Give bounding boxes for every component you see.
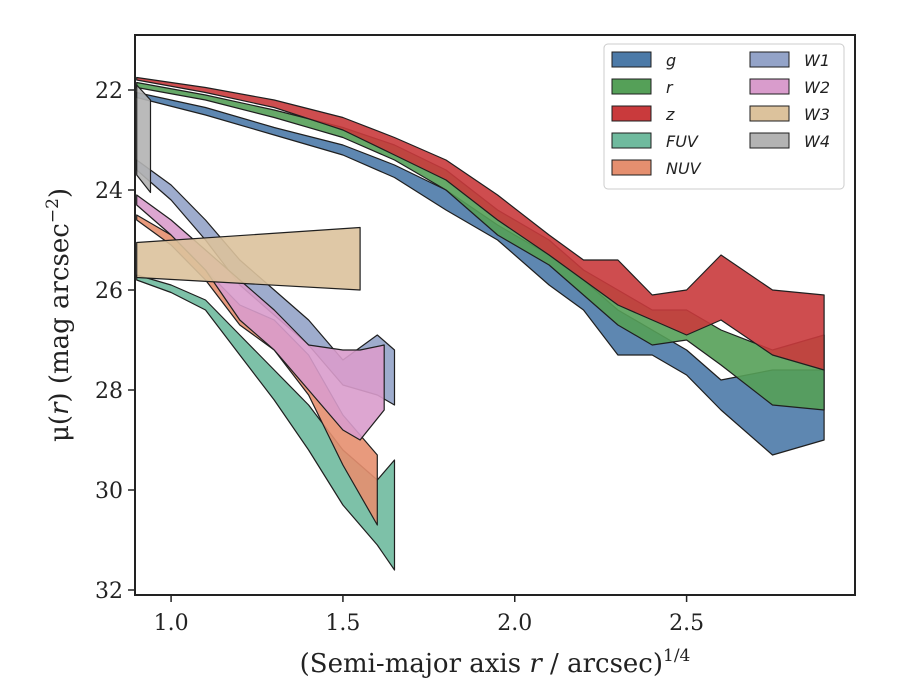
legend-label-W1: W1 <box>804 51 830 70</box>
legend-swatch-NUV <box>611 159 652 176</box>
legend-label-NUV: NUV <box>666 159 702 178</box>
band-W3 <box>136 226 361 291</box>
x-axis-label: (Semi-major axis r / arcsec)1/4 <box>300 646 691 679</box>
y-tick-label: 32 <box>95 579 123 604</box>
band-z <box>136 76 825 371</box>
y-axis: 22 24 26 28 30 32 <box>95 79 135 604</box>
y-tick-label: 22 <box>95 79 123 104</box>
legend-label-r: r <box>666 78 674 97</box>
x-tick-label: 1.0 <box>154 611 189 636</box>
legend-swatch-g <box>611 51 652 68</box>
y-tick-label: 24 <box>95 179 123 204</box>
band-W4 <box>136 84 152 194</box>
legend-swatch-W3 <box>749 105 790 122</box>
plot-frame <box>134 34 856 596</box>
legend-swatch-FUV <box>611 132 652 149</box>
x-axis: 1.0 1.5 2.0 2.5 <box>154 595 704 636</box>
legend-label-W4: W4 <box>804 132 830 151</box>
legend-swatch-r <box>611 78 652 95</box>
legend-swatch-W2 <box>749 78 790 95</box>
legend-label-FUV: FUV <box>666 132 699 151</box>
band-FUV <box>136 274 396 571</box>
x-tick-label: 2.5 <box>669 611 704 636</box>
legend-label-z: z <box>665 105 675 124</box>
legend: grz FUV NUV W1 W2 W3 W4 <box>603 43 845 190</box>
x-tick-label: 1.5 <box>325 611 360 636</box>
y-axis-label: μ(r) (mag arcsec−2) <box>43 188 75 442</box>
legend-swatch-W1 <box>749 51 790 68</box>
x-tick-label: 2.0 <box>497 611 532 636</box>
legend-label-W2: W2 <box>804 78 830 97</box>
y-tick-label: 28 <box>95 379 123 404</box>
legend-swatch-W4 <box>749 132 790 149</box>
y-tick-label: 30 <box>95 479 123 504</box>
y-tick-label: 26 <box>95 279 123 304</box>
legend-label-g: g <box>666 51 676 70</box>
legend-swatch-z <box>611 105 652 122</box>
legend-label-W3: W3 <box>804 105 830 124</box>
series-bands <box>136 76 825 571</box>
